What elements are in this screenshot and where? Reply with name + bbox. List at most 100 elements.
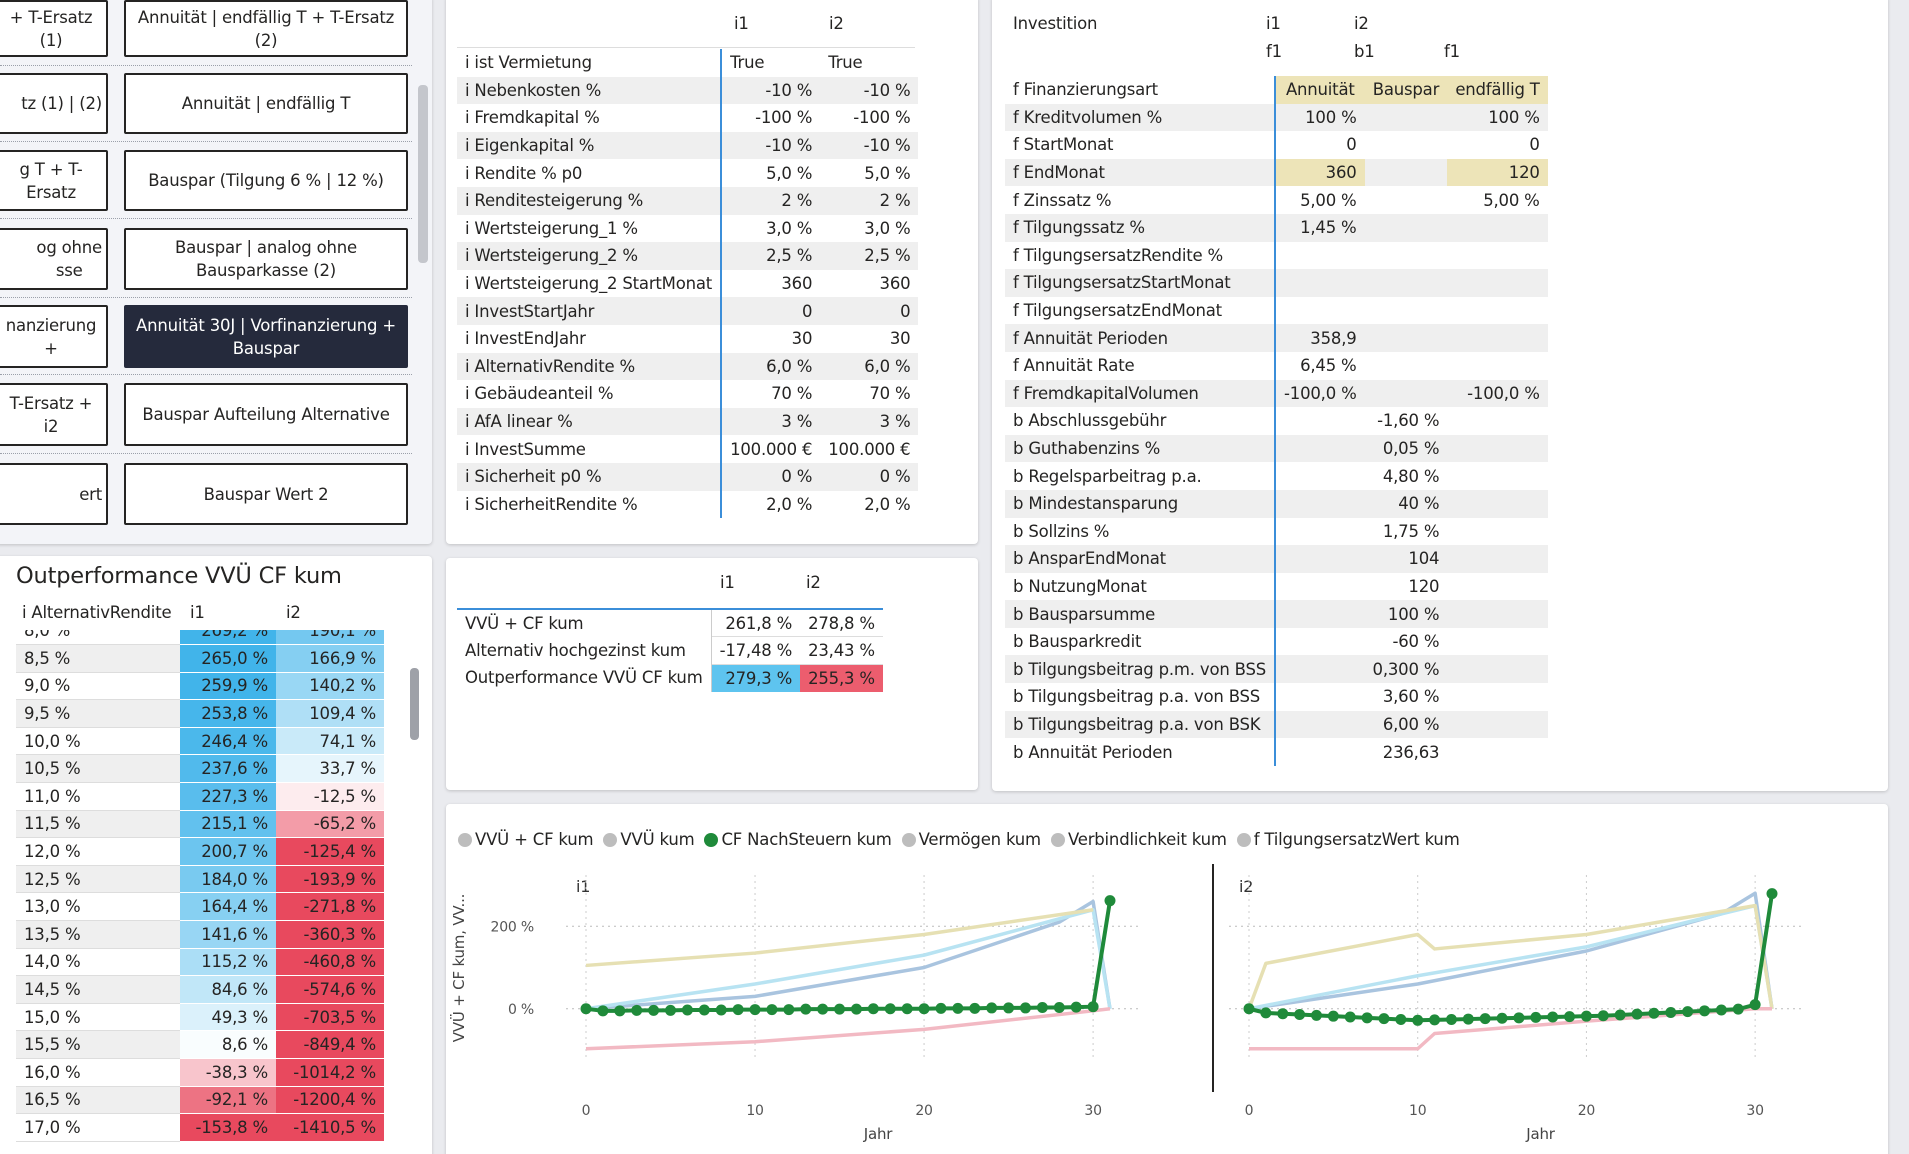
scenario-button-5[interactable]: Bauspar (Tilgung 6 % | 12 %) — [124, 150, 408, 211]
chart-card — [446, 804, 1888, 1154]
param-value — [1365, 297, 1448, 325]
param-value — [1274, 572, 1365, 601]
scenario-button-2[interactable]: tz (1) | (2) — [0, 73, 108, 134]
param-name: b Bausparsumme — [1005, 600, 1276, 628]
param-value — [1447, 297, 1547, 325]
scenario-button-7[interactable]: Bauspar | analog ohne Bausparkasse (2) — [124, 228, 408, 290]
table-row: f Finanzierungsart Annuität Bauspar endfäll… — [1005, 76, 1548, 104]
cf-point — [1412, 1014, 1424, 1026]
scenario-button-0[interactable]: + T-Ersatz (1) — [0, 0, 108, 57]
param-value-i2: True — [828, 53, 863, 73]
outperf-scroll-area[interactable]: 8,0 % 269,2 % 190,1 % 8,5 % 265,0 % 166,9 % 9,… — [16, 630, 384, 1150]
param-value: Annuität — [1274, 76, 1365, 104]
param-value: 0,05 % — [1364, 434, 1448, 463]
param-value — [1365, 186, 1448, 214]
param-value-i1: 5,0 % — [720, 159, 821, 187]
scenario-button-4[interactable]: g T + T-Ersatz — [0, 150, 108, 211]
table-row: f FremdkapitalVolumen -100,0 % -100,0 % — [1005, 379, 1548, 408]
cf-point — [1087, 1001, 1099, 1013]
cf-point — [732, 1004, 744, 1016]
param-name: b Guthabenzins % — [1005, 434, 1276, 463]
param-value — [1365, 352, 1448, 380]
outperf-i2: -849,4 % — [276, 1030, 384, 1059]
cf-point — [1547, 1011, 1559, 1023]
rendite-cell: 13,0 % — [16, 892, 180, 922]
param-value — [1364, 103, 1448, 132]
legend-item[interactable]: VVÜ kum — [603, 830, 695, 849]
cf-point — [1310, 1009, 1322, 1021]
y-tick-label: 0 % — [508, 1002, 534, 1018]
header-row: f1 b1 f1 — [1005, 38, 1534, 66]
legend-item[interactable]: VVÜ + CF kum — [458, 830, 594, 849]
scenario-button-13[interactable]: Bauspar Wert 2 — [124, 463, 408, 525]
param-name: i Wertsteigerung_2 StartMonat — [465, 274, 713, 294]
table-row: 17,0 % -153,8 % -1410,5 % — [16, 1113, 384, 1142]
cf-point — [1682, 1006, 1694, 1018]
cf-point — [817, 1003, 829, 1015]
cf-point — [986, 1002, 998, 1014]
param-value — [1447, 352, 1547, 380]
legend-item[interactable]: Vermögen kum — [901, 830, 1041, 849]
rendite-cell: 13,5 % — [16, 920, 180, 949]
invest-params-table: i ist Vermietung True True i Nebenkosten % -… — [457, 49, 919, 519]
outperf-i1: 8,6 % — [180, 1030, 276, 1059]
outperf-scrollbar[interactable] — [410, 668, 419, 740]
param-value-i1: True — [720, 49, 821, 77]
outperf-i1: 237,6 % — [180, 754, 276, 784]
scenario-button-1[interactable]: Annuität | endfällig T + T-Ersatz (2) — [124, 0, 408, 57]
cf-point — [1445, 1013, 1457, 1025]
cf-point — [1749, 999, 1761, 1011]
panel-title: i2 — [1239, 877, 1253, 896]
scenario-button-9[interactable]: Annuität 30J | Vorfinanzierung + Bauspar — [124, 305, 408, 368]
param-name: f TilgungsersatzRendite % — [1013, 245, 1223, 265]
scenario-button-12[interactable]: ert — [0, 463, 108, 525]
param-value: 358,9 — [1274, 324, 1365, 352]
table-row: b Tilgungsbeitrag p.m. von BSS 0,300 % — [1005, 655, 1548, 684]
param-value — [1274, 489, 1365, 518]
table-row: f EndMonat 360 120 — [1005, 158, 1548, 187]
scenario-button-10[interactable]: T-Ersatz + i2 — [0, 383, 108, 446]
scenario-button-11[interactable]: Bauspar Aufteilung Alternative — [124, 383, 408, 446]
param-value-i2: 2 % — [820, 186, 919, 215]
table-row: 14,0 % 115,2 % -460,8 % — [16, 948, 384, 977]
outperf-i2: -460,8 % — [276, 948, 384, 977]
cf-point — [1294, 1009, 1306, 1021]
cf-point — [1564, 1011, 1576, 1023]
x-axis-label: Jahr — [863, 1125, 894, 1143]
outperf-col-rendite: i AlternativRendite — [22, 603, 172, 622]
param-value-i2: 2,0 % — [864, 494, 911, 514]
legend-item[interactable]: f TilgungsersatzWert kum — [1236, 830, 1460, 849]
param-name: i Eigenkapital % — [457, 131, 722, 160]
header-row: Investition i1 i2 — [1005, 10, 1534, 38]
param-name: f Finanzierungsart — [1013, 80, 1158, 100]
scenario-button-3[interactable]: Annuität | endfällig T — [124, 73, 408, 134]
slicer-scrollbar[interactable] — [418, 85, 428, 263]
table-row: 11,0 % 227,3 % -12,5 % — [16, 782, 384, 811]
table-row: 14,5 % 84,6 % -574,6 % — [16, 975, 384, 1004]
param-value: 100 % — [1274, 103, 1365, 132]
table-row: Alternativ hochgezinst kum -17,48 % 23,43 … — [457, 636, 883, 665]
param-value: 6,00 % — [1364, 710, 1448, 739]
scenario-button-8[interactable]: nanzierung + — [0, 305, 108, 368]
param-name: b Regelsparbeitrag p.a. — [1013, 466, 1202, 486]
outperf-i1: 84,6 % — [180, 975, 276, 1004]
cf-point — [1378, 1013, 1390, 1025]
param-value — [1274, 241, 1365, 270]
table-row: b Annuität Perioden 236,63 — [1005, 738, 1548, 766]
rendite-cell: 16,5 % — [16, 1086, 180, 1115]
param-value-i1: 3 % — [720, 407, 821, 436]
table-row: f Zinssatz % 5,00 % 5,00 % — [1005, 186, 1548, 214]
cf-point — [1243, 1003, 1255, 1015]
legend-item[interactable]: CF NachSteuern kum — [704, 830, 892, 849]
legend-item[interactable]: Verbindlichkeit kum — [1050, 830, 1227, 849]
param-value-i2: 0 — [820, 297, 919, 325]
scenario-button-6[interactable]: og ohne sse — [0, 228, 108, 290]
outperf-i2: -574,6 % — [276, 975, 384, 1004]
param-value-i2: 6,0 % — [820, 352, 919, 381]
legend-label: VVÜ + CF kum — [475, 830, 594, 849]
param-value: 40 % — [1364, 489, 1448, 518]
param-value — [1447, 683, 1547, 711]
param-value-i2: 30 — [889, 329, 911, 349]
param-value: 0 — [1529, 135, 1540, 155]
outperformance-title: Outperformance VVÜ CF kum — [16, 563, 342, 589]
